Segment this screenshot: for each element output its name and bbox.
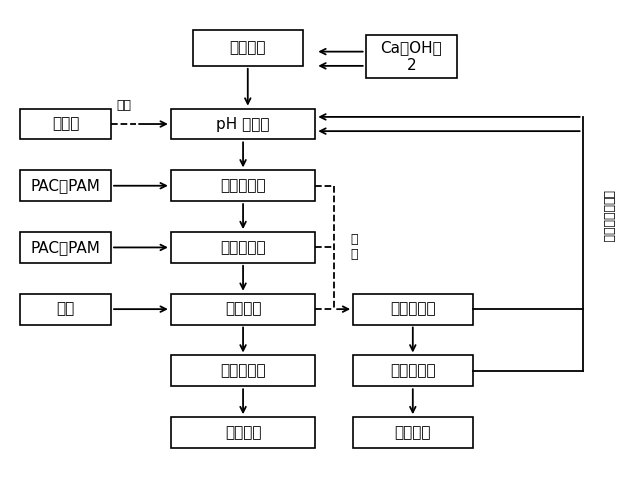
Text: PAC、PAM: PAC、PAM xyxy=(31,178,101,193)
Text: Ca（OH）
2: Ca（OH） 2 xyxy=(380,40,442,72)
Text: 达标排放: 达标排放 xyxy=(225,425,261,440)
FancyBboxPatch shape xyxy=(20,109,111,140)
Text: 絮凝沉淀器: 絮凝沉淀器 xyxy=(220,240,266,255)
FancyBboxPatch shape xyxy=(353,355,473,386)
FancyBboxPatch shape xyxy=(353,417,473,448)
Text: PAC、PAM: PAC、PAM xyxy=(31,240,101,255)
Text: 污泥脱水机: 污泥脱水机 xyxy=(390,363,436,378)
FancyBboxPatch shape xyxy=(20,170,111,201)
FancyBboxPatch shape xyxy=(171,109,315,140)
Text: 泥饼外运: 泥饼外运 xyxy=(394,425,431,440)
Text: 污泥浓缩池: 污泥浓缩池 xyxy=(390,302,436,317)
Text: 上清液滤液回流: 上清液滤液回流 xyxy=(601,190,614,243)
Text: 缓冲水池: 缓冲水池 xyxy=(225,302,261,317)
FancyBboxPatch shape xyxy=(171,355,315,386)
Text: 搅拌: 搅拌 xyxy=(116,99,131,112)
FancyBboxPatch shape xyxy=(193,30,303,66)
FancyBboxPatch shape xyxy=(353,294,473,325)
Text: pH 调节池: pH 调节池 xyxy=(217,116,270,131)
FancyBboxPatch shape xyxy=(20,232,111,263)
FancyBboxPatch shape xyxy=(171,417,315,448)
Text: 泥
渣: 泥 渣 xyxy=(350,233,357,261)
FancyBboxPatch shape xyxy=(171,294,315,325)
FancyBboxPatch shape xyxy=(366,35,457,78)
Text: 吸附过滤器: 吸附过滤器 xyxy=(220,363,266,378)
Text: 絮凝沉淀器: 絮凝沉淀器 xyxy=(220,178,266,193)
FancyBboxPatch shape xyxy=(171,170,315,201)
FancyBboxPatch shape xyxy=(20,294,111,325)
Text: 生产废水: 生产废水 xyxy=(229,41,266,56)
Text: 加酸: 加酸 xyxy=(56,302,75,317)
FancyBboxPatch shape xyxy=(171,232,315,263)
Text: 搅拌机: 搅拌机 xyxy=(52,116,79,131)
